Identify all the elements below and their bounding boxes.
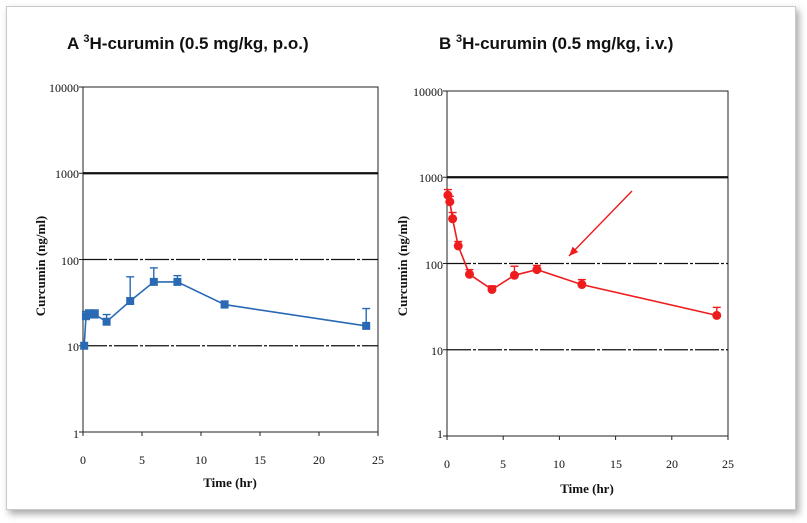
panel-a-y-tick-1: 1 [73, 427, 79, 441]
panel-a-data-point [149, 277, 158, 286]
panel-b-data-point [532, 265, 542, 275]
panel-b-data-point [577, 280, 587, 290]
figure-canvas: A 3H-curumin (0.5 mg/kg, p.o.) 1 10 100 … [33, 33, 734, 496]
panel-b-plot [443, 90, 729, 440]
panel-a-y-axis-label: Curcumin (ng/ml) [33, 216, 48, 317]
panel-b-y-ticks: 1 10 100 1000 10000 [413, 85, 443, 441]
panel-b-y-tick-1000: 1000 [419, 171, 443, 185]
figure-frame: A 3H-curumin (0.5 mg/kg, p.o.) 1 10 100 … [6, 6, 796, 510]
panel-b-annotation-arrowhead [569, 246, 579, 256]
panel-b-y-axis-label: Curcumin (ng/ml) [395, 216, 410, 317]
panel-b-x-ticks: 0 5 10 15 20 25 [444, 457, 734, 471]
panel-a-data-point [80, 341, 89, 350]
panel-b-data-point [509, 270, 519, 280]
panel-b-x-tick-5: 5 [500, 457, 506, 471]
panel-b-x-axis-label: Time (hr) [560, 481, 614, 496]
panel-a-x-ticks: 0 5 10 15 20 25 [80, 453, 384, 467]
panel-a-y-tick-100: 100 [61, 254, 79, 268]
panel-b-y-tick-100: 100 [425, 258, 443, 272]
panel-a-x-tick-15: 15 [254, 453, 266, 467]
panel-a-data-point [84, 310, 93, 319]
panel-a-data-point [126, 297, 135, 306]
panel-b-annotation-arrow [568, 190, 633, 257]
panel-b-x-tick-20: 20 [666, 457, 678, 471]
panel-b-data-point [453, 241, 463, 251]
panel-b: B 3H-curumin (0.5 mg/kg, i.v.) 1 10 100 … [395, 33, 734, 496]
panel-b-y-tick-1: 1 [437, 427, 443, 441]
panel-b-y-tick-10000: 10000 [413, 85, 443, 99]
panel-a-y-tick-10000: 10000 [49, 81, 79, 95]
panel-a-data-point [173, 277, 182, 286]
panel-b-x-tick-0: 0 [444, 457, 450, 471]
panel-a-data-point [362, 321, 371, 330]
panel-b-title: B 3H-curumin (0.5 mg/kg, i.v.) [439, 33, 673, 53]
panel-a-y-ticks: 1 10 100 1000 10000 [49, 81, 79, 441]
panel-a-x-axis-label: Time (hr) [203, 475, 257, 490]
panel-a-data-point [220, 300, 229, 309]
panel-a-y-tick-1000: 1000 [55, 167, 79, 181]
panel-b-y-tick-10: 10 [431, 344, 443, 358]
panel-b-x-tick-10: 10 [553, 457, 565, 471]
panel-b-data-point [464, 269, 474, 279]
panel-b-data-point [445, 197, 455, 207]
panel-a: A 3H-curumin (0.5 mg/kg, p.o.) 1 10 100 … [33, 33, 384, 490]
panel-a-data-point [90, 310, 99, 319]
panel-a-x-tick-20: 20 [313, 453, 325, 467]
panel-a-data-point [102, 317, 111, 326]
panel-a-plot [79, 86, 379, 436]
panel-a-x-tick-25: 25 [372, 453, 384, 467]
panel-b-data-point [712, 310, 722, 320]
panel-a-title: A 3H-curumin (0.5 mg/kg, p.o.) [67, 33, 309, 53]
panel-b-x-tick-15: 15 [610, 457, 622, 471]
panel-b-data-point [487, 284, 497, 294]
panel-b-data-point [448, 214, 458, 224]
panel-a-y-tick-10: 10 [67, 340, 79, 354]
panel-a-x-tick-5: 5 [139, 453, 145, 467]
panel-a-series-line [83, 281, 367, 346]
panel-b-series-line [447, 194, 717, 317]
panel-a-x-tick-0: 0 [80, 453, 86, 467]
panel-a-x-tick-10: 10 [195, 453, 207, 467]
panel-b-x-tick-25: 25 [722, 457, 734, 471]
